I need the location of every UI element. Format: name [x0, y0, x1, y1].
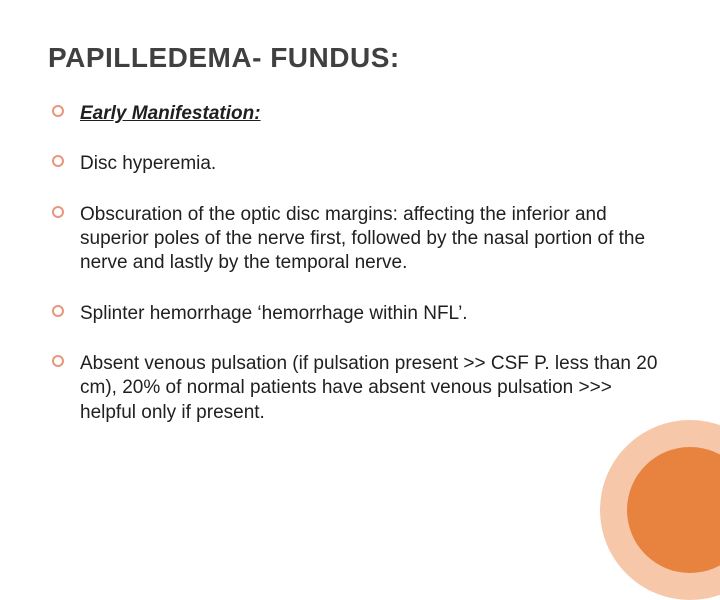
- list-item-text: Early Manifestation:: [80, 103, 261, 124]
- bullet-list: Early Manifestation: Disc hyperemia. Obs…: [48, 102, 664, 425]
- bullet-icon: [52, 206, 64, 218]
- bullet-icon: [52, 355, 64, 367]
- list-item: Obscuration of the optic disc margins: a…: [52, 203, 664, 276]
- list-item-text: Obscuration of the optic disc margins: a…: [80, 204, 645, 274]
- slide-title: PAPILLEDEMA- FUNDUS:: [48, 42, 664, 74]
- corner-decoration: [600, 420, 720, 600]
- bullet-icon: [52, 155, 64, 167]
- list-item: Early Manifestation:: [52, 102, 664, 126]
- slide: PAPILLEDEMA- FUNDUS: Early Manifestation…: [0, 0, 720, 540]
- list-item: Absent venous pulsation (if pulsation pr…: [52, 352, 664, 425]
- list-item-text: Splinter hemorrhage ‘hemorrhage within N…: [80, 303, 468, 324]
- list-item-text: Disc hyperemia.: [80, 153, 216, 174]
- list-item: Splinter hemorrhage ‘hemorrhage within N…: [52, 302, 664, 326]
- bullet-icon: [52, 105, 64, 117]
- list-item-text: Absent venous pulsation (if pulsation pr…: [80, 353, 657, 423]
- bullet-icon: [52, 305, 64, 317]
- list-item: Disc hyperemia.: [52, 152, 664, 176]
